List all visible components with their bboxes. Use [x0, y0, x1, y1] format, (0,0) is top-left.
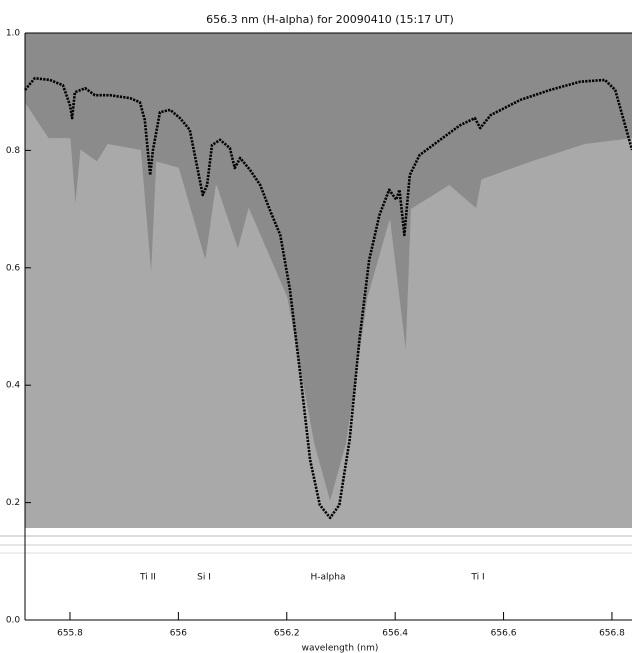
x-tick-label: 656.8 [599, 629, 625, 639]
y-tick-label: 0.0 [6, 616, 21, 626]
chart-title: 656.3 nm (H-alpha) for 20090410 (15:17 U… [206, 13, 454, 26]
lower-panel [25, 528, 632, 620]
spectrum-line [24, 76, 632, 520]
y-tick-label: 1.0 [6, 29, 21, 39]
x-tick-label: 656.2 [274, 629, 300, 639]
line-annotation: Ti II [139, 573, 156, 583]
y-tick-label: 0.4 [6, 381, 21, 391]
line-annotation: Ti I [470, 573, 484, 583]
y-tick-label: 0.2 [6, 498, 20, 508]
line-annotation: H-alpha [311, 573, 346, 583]
x-tick-label: 655.8 [57, 629, 83, 639]
x-tick-label: 656.4 [382, 629, 408, 639]
y-tick-label: 0.6 [6, 263, 21, 273]
x-tick-label: 656.6 [491, 629, 517, 639]
line-annotation: Si I [197, 573, 211, 583]
y-tick-label: 0.8 [6, 146, 21, 156]
x-axis-label: wavelength (nm) [302, 644, 379, 653]
x-tick-label: 656 [170, 629, 187, 639]
